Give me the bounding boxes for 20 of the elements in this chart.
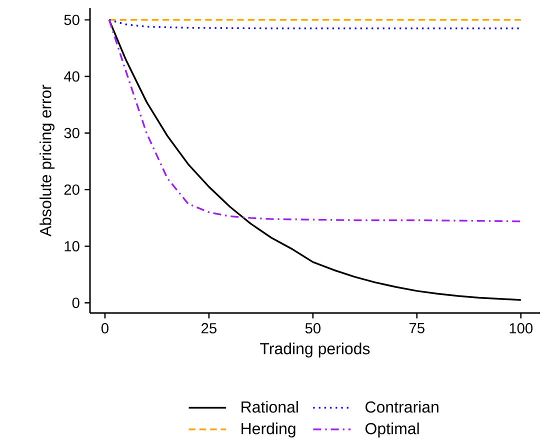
x-tick-label: 0 [101, 323, 108, 334]
y-tick-label: 0 [72, 298, 80, 308]
y-tick-label: 30 [64, 128, 80, 138]
x-axis-title: Trading periods [260, 342, 370, 358]
legend-label: Optimal [365, 422, 419, 438]
y-tick-label: 50 [64, 14, 80, 26]
legend-label: Contrarian [366, 400, 438, 413]
legend-label: Rational [242, 400, 298, 413]
legend-label: Herding [242, 422, 296, 438]
y-tick-label: 20 [64, 184, 80, 195]
y-tick-label: 40 [64, 71, 80, 82]
x-tick-label: 100 [510, 323, 533, 334]
y-tick-label: 10 [64, 241, 80, 252]
line-series [108, 19, 522, 222]
line-series [108, 19, 522, 301]
x-tick-label: 25 [202, 323, 216, 334]
line-series [108, 19, 522, 30]
x-tick-label: 50 [305, 323, 320, 334]
y-axis-title: Absolute pricing error [40, 84, 54, 237]
x-tick-label: 75 [409, 323, 424, 334]
